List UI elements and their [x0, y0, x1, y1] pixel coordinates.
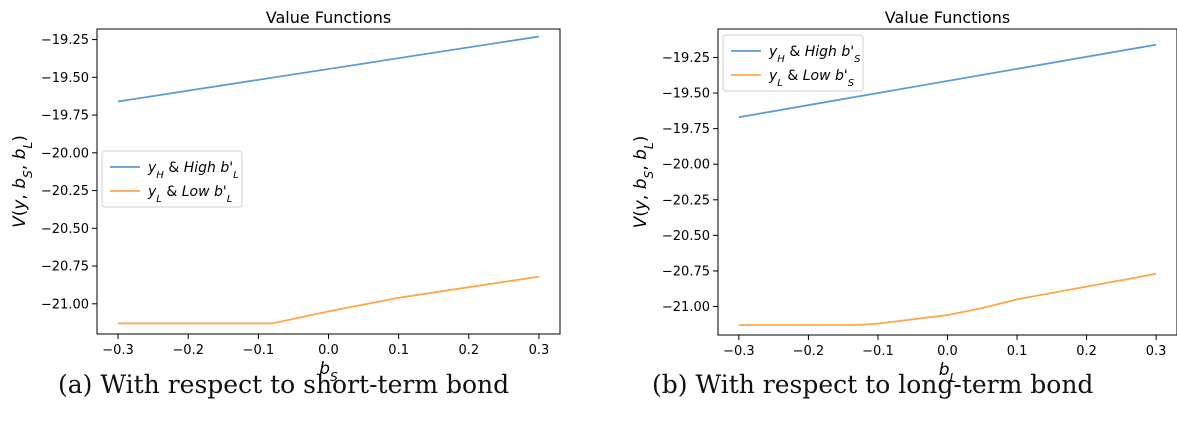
x-tick-label: 0.1 [1007, 344, 1028, 359]
y-tick-label: −20.75 [662, 264, 710, 279]
legend-label: yL & Low b'L [147, 184, 233, 205]
y-tick-label: −20.00 [662, 158, 710, 173]
x-tick-label: −0.1 [243, 343, 275, 358]
y-tick-label: −19.50 [41, 71, 89, 86]
chart-panel-a: Value Functions −0.3 −0.2 −0.1 0.0 0.1 0.2 0.3 −… [10, 8, 561, 384]
x-tick-label: −0.2 [172, 343, 204, 358]
series-line-high [117, 35, 540, 103]
x-tick-label: 0.3 [1146, 344, 1167, 359]
y-tick-label: −21.00 [41, 297, 89, 312]
legend-label: yH & High b'L [147, 160, 239, 181]
x-tick-label: 0.2 [1076, 344, 1097, 359]
chart-panel-b: Value Functions −0.3 −0.2 −0.1 0.0 0.1 0.2 0.3 −… [631, 8, 1177, 385]
y-tick-label: −19.75 [41, 109, 89, 124]
legend-box [101, 150, 243, 208]
y-axis-label: V(y, bS, bL) [10, 135, 35, 228]
y-tick-label: −19.50 [662, 87, 710, 102]
x-tick-label: 0.3 [529, 343, 550, 358]
series-line-high [738, 43, 1157, 119]
y-tick-label: −19.25 [662, 51, 710, 66]
y-tick-label: −19.75 [662, 122, 710, 137]
x-tick-label: −0.1 [862, 344, 894, 359]
caption-a: (a) With respect to short-term bond [58, 370, 510, 399]
y-tick-label: −20.00 [41, 146, 89, 161]
x-axis-label: bS [319, 359, 338, 384]
y-axis-label: V(y, bS, bL) [631, 136, 656, 229]
y-tick-label: −20.75 [41, 260, 89, 275]
legend-label: yL & Low b'S [768, 68, 855, 89]
x-tick-label: 0.0 [937, 344, 958, 359]
x-tick-label: 0.2 [458, 343, 479, 358]
y-tick-label: −21.00 [662, 300, 710, 315]
series-line-low [738, 272, 1157, 326]
caption-b: (b) With respect to long-term bond [652, 370, 1094, 399]
y-tick-label: −20.25 [662, 193, 710, 208]
legend-label: yH & High b'S [768, 44, 861, 65]
y-tick-label: −19.25 [41, 33, 89, 48]
x-tick-label: −0.3 [102, 343, 134, 358]
chart-title: Value Functions [266, 8, 391, 27]
x-tick-label: −0.3 [723, 344, 755, 359]
x-tick-label: 0.1 [388, 343, 409, 358]
y-tick-label: −20.50 [41, 222, 89, 237]
x-axis-label: bL [939, 360, 957, 385]
legend-box [722, 34, 864, 92]
x-tick-label: −0.2 [793, 344, 825, 359]
chart-title: Value Functions [885, 8, 1010, 27]
series-line-low [118, 275, 540, 325]
y-tick-label: −20.25 [41, 184, 89, 199]
y-tick-label: −20.50 [662, 229, 710, 244]
x-tick-label: 0.0 [318, 343, 339, 358]
